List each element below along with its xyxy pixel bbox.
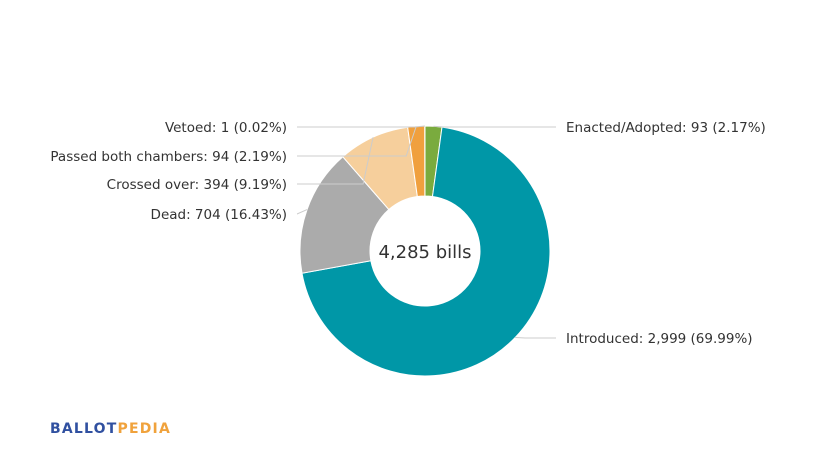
data-label: Introduced: 2,999 (69.99%) [566,331,753,347]
data-label: Crossed over: 394 (9.19%) [107,177,287,193]
logo-part-1: BALLOT [50,421,118,437]
logo-part-2: PEDIA [117,421,171,437]
slice-introduced[interactable] [301,126,551,377]
leader-line [433,125,556,128]
leader-line [297,137,374,185]
data-label: Vetoed: 1 (0.02%) [165,120,287,136]
data-labels: Enacted/Adopted: 93 (2.17%) Introduced: 2… [50,120,765,347]
slices [299,125,551,377]
ballotpedia-logo: BALLOTPEDIA [50,421,171,437]
leader-lines [296,125,556,339]
leader-line [297,125,425,128]
data-label: Dead: 704 (16.43%) [151,207,287,223]
leader-line [297,126,417,157]
data-label: Passed both chambers: 94 (2.19%) [50,149,287,165]
leader-line [296,209,308,215]
center-label: 4,285 bills [378,242,471,263]
data-label: Enacted/Adopted: 93 (2.17%) [566,120,766,136]
